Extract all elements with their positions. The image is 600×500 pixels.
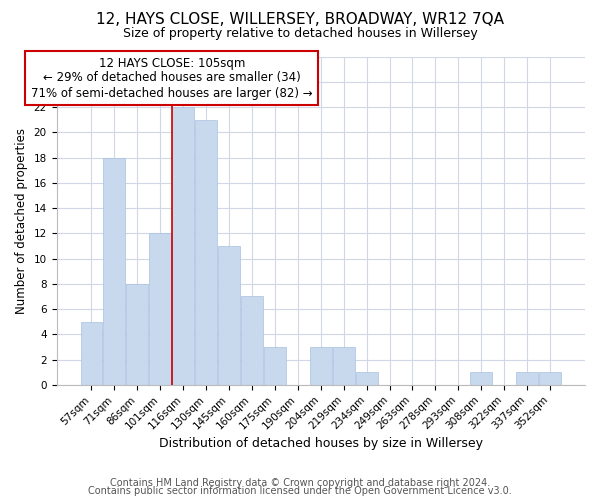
Bar bbox=[80, 322, 103, 385]
Text: 12 HAYS CLOSE: 105sqm
← 29% of detached houses are smaller (34)
71% of semi-deta: 12 HAYS CLOSE: 105sqm ← 29% of detached … bbox=[31, 56, 313, 100]
Bar bbox=[356, 372, 377, 385]
Bar bbox=[103, 158, 125, 385]
Bar bbox=[333, 347, 355, 385]
X-axis label: Distribution of detached houses by size in Willersey: Distribution of detached houses by size … bbox=[159, 437, 483, 450]
Bar bbox=[172, 107, 194, 385]
Bar bbox=[310, 347, 332, 385]
Text: Size of property relative to detached houses in Willersey: Size of property relative to detached ho… bbox=[122, 28, 478, 40]
Bar bbox=[264, 347, 286, 385]
Bar bbox=[218, 246, 240, 385]
Text: Contains public sector information licensed under the Open Government Licence v3: Contains public sector information licen… bbox=[88, 486, 512, 496]
Bar bbox=[539, 372, 561, 385]
Text: 12, HAYS CLOSE, WILLERSEY, BROADWAY, WR12 7QA: 12, HAYS CLOSE, WILLERSEY, BROADWAY, WR1… bbox=[96, 12, 504, 28]
Bar bbox=[195, 120, 217, 385]
Text: Contains HM Land Registry data © Crown copyright and database right 2024.: Contains HM Land Registry data © Crown c… bbox=[110, 478, 490, 488]
Bar bbox=[470, 372, 492, 385]
Bar bbox=[127, 284, 148, 385]
Y-axis label: Number of detached properties: Number of detached properties bbox=[15, 128, 28, 314]
Bar bbox=[241, 296, 263, 385]
Bar bbox=[149, 234, 171, 385]
Bar bbox=[516, 372, 538, 385]
